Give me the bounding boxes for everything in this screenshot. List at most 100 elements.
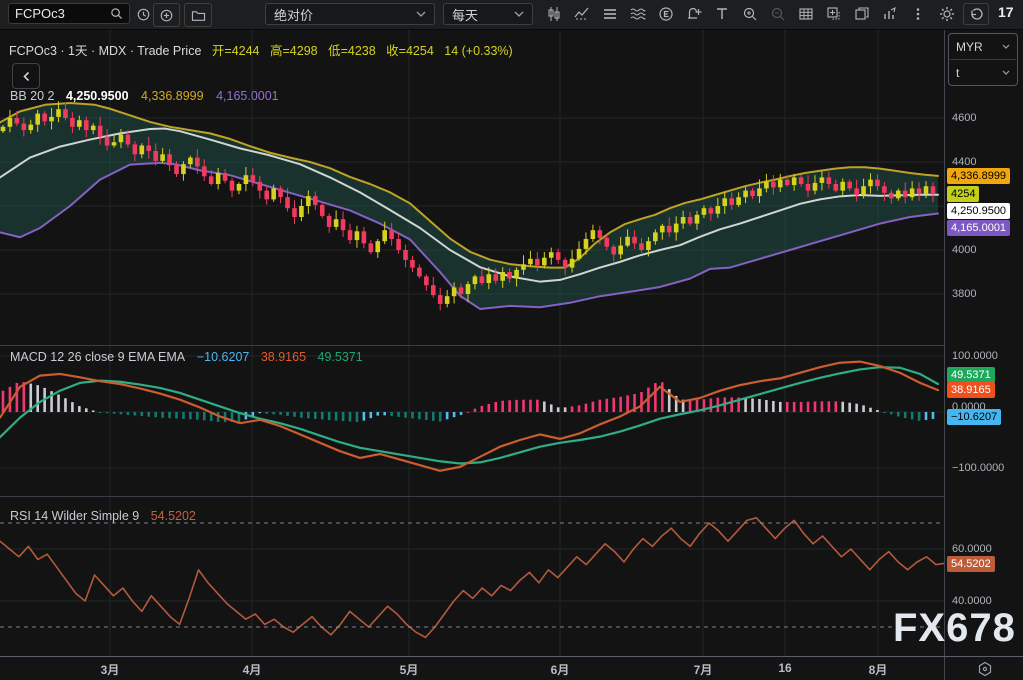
currency-label: MYR [956,39,983,54]
rsi-legend[interactable]: RSI 14 Wilder Simple 9 54.5202 [10,509,196,523]
settings-button[interactable] [938,6,956,22]
templates-button[interactable] [601,6,618,23]
alert-add-icon [687,7,701,19]
snapshot-button[interactable] [825,6,842,23]
indicators-icon [574,7,588,20]
interval-dropdown[interactable]: 每天 [443,3,533,25]
gear-icon [940,7,954,21]
axis-price-badge: 49.5371 [947,367,995,383]
text-tool-icon [716,8,727,19]
economy-icon [658,7,673,21]
candlestick-chart-icon [548,7,559,21]
zoom-out-button[interactable] [769,6,786,23]
axis-tick-label: 4000 [952,244,977,256]
time-axis[interactable]: 3月 4月 5月 6月 7月 16 8月 [0,656,1023,680]
macd-histogram-value: −10.6207 [196,350,250,364]
kebab-menu-icon [916,8,919,20]
hexagon-settings-icon [978,661,992,677]
compare-add-button[interactable] [153,3,180,27]
axis-price-badge: −10.6207 [947,409,1002,425]
timezone-settings-button[interactable] [976,660,994,678]
toolbar-icon-group [545,3,926,25]
chart-style-button[interactable] [545,6,562,23]
clock-icon [137,8,149,20]
alert-button[interactable] [685,6,702,23]
stats-icon [883,6,896,19]
time-axis-label: 16 [778,661,792,675]
bb-basis-value: 4,250.9500 [65,89,129,103]
undo-button[interactable] [963,3,989,25]
tradingview-logo[interactable]: 17 [996,4,1020,25]
time-axis-label: 4月 [242,663,262,677]
legend-close: 收=4254 [386,44,434,58]
currency-selector[interactable]: MYR [949,34,1017,59]
macd-title[interactable]: MACD 12 26 close 9 EMA EMA [10,350,185,364]
indicators-button[interactable] [573,6,590,23]
time-axis-label: 8月 [868,663,888,677]
unit-selector[interactable]: t [949,60,1017,85]
add-circle-icon [160,9,173,21]
collapse-legend-button[interactable] [12,63,40,89]
price-type-dropdown[interactable]: 绝对价 [265,3,435,25]
bar-replay-button[interactable] [133,3,153,25]
watchlist-folder-button[interactable] [184,3,212,27]
axis-price-badge: 54.5202 [947,556,995,572]
symbol-legend[interactable]: FCPOc3 · 1天 · MDX · Trade Price 开=4244 高… [9,40,513,59]
axis-tick-label: 40.0000 [952,595,992,607]
text-tool-button[interactable] [713,6,730,23]
folder-icon [191,10,205,21]
axis-tick-label: 4400 [952,156,977,168]
bb-lower-value: 4,165.0001 [216,89,279,103]
svg-text:17: 17 [998,4,1014,20]
symbol-name: FCPOc3 [15,6,65,21]
rsi-title[interactable]: RSI 14 Wilder Simple 9 [10,509,140,523]
price-type-label: 绝对价 [274,7,314,23]
interval-label: 每天 [452,7,479,23]
time-axis-label: 3月 [100,663,120,677]
layout-button[interactable] [853,6,870,23]
legend-open: 开=4244 [211,44,260,58]
zoom-in-icon [743,7,756,21]
layers-icon [603,9,616,19]
macd-signal-value: 49.5371 [317,350,363,364]
legend-high: 高=4298 [269,44,318,58]
axis-unit-box: MYR t [948,33,1018,86]
divider [950,59,1016,60]
axis-tick-label: −100.0000 [952,462,1005,474]
axis-price-badge: 4,165.0001 [947,220,1011,236]
legend-change: 14 (+0.33%) [444,44,513,58]
more-menu-button[interactable] [909,6,926,23]
bollinger-legend[interactable]: BB 20 2 4,250.9500 4,336.8999 4,165.0001 [10,89,279,103]
chevron-down-icon [514,11,524,17]
legend-symbol-title[interactable]: FCPOc3 · 1天 · MDX · Trade Price [9,44,202,58]
price-axis[interactable]: MYR t 4600 4400 4000 3800 4,336.8999 4254 4,25… [944,29,1023,656]
waves-icon [630,8,645,20]
chart-canvas[interactable] [0,0,945,656]
bb-upper-value: 4,336.8999 [141,89,204,103]
economy-button[interactable] [657,6,674,23]
pine-table-button[interactable] [797,6,814,23]
chevron-down-icon [416,11,426,17]
patterns-button[interactable] [629,6,646,23]
time-axis-label: 5月 [399,663,419,677]
macd-line-value: 38.9165 [260,350,307,364]
publish-stats-button[interactable] [881,6,898,23]
axis-tick-label: 60.0000 [952,543,992,555]
axis-tick-label: 3800 [952,288,977,300]
axis-price-badge: 4254 [947,186,980,202]
axis-tick-label: 100.0000 [952,350,998,362]
chevron-down-icon [1002,44,1010,49]
axis-corner-separator [944,657,945,680]
macd-legend[interactable]: MACD 12 26 close 9 EMA EMA −10.6207 38.9… [10,350,363,364]
unit-label: t [956,65,960,80]
grid-icon [798,8,813,20]
symbol-search-box[interactable]: FCPOc3 [8,3,130,24]
bb-title[interactable]: BB 20 2 [10,89,55,103]
windows-icon [854,7,869,20]
zoom-in-button[interactable] [741,6,758,23]
tradingview-logo-icon: 17 [998,4,1014,20]
top-toolbar: FCPOc3 绝对价 [0,0,1023,30]
time-axis-label: 7月 [693,663,713,677]
fx678-watermark: FX678 [893,606,1016,650]
